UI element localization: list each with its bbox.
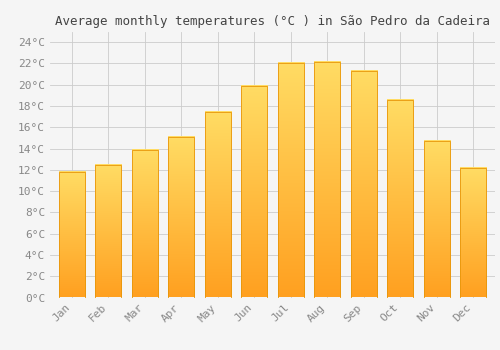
Bar — [241, 86, 268, 298]
Bar — [168, 137, 194, 298]
Bar — [59, 172, 85, 298]
Bar — [204, 112, 231, 298]
Bar — [314, 62, 340, 298]
Bar — [278, 63, 304, 298]
Bar — [95, 164, 122, 298]
Bar — [387, 100, 413, 297]
Bar — [424, 141, 450, 298]
Title: Average monthly temperatures (°C ) in São Pedro da Cadeira: Average monthly temperatures (°C ) in Sã… — [55, 15, 490, 28]
Bar — [350, 71, 377, 297]
Bar — [132, 149, 158, 298]
Bar — [460, 168, 486, 298]
